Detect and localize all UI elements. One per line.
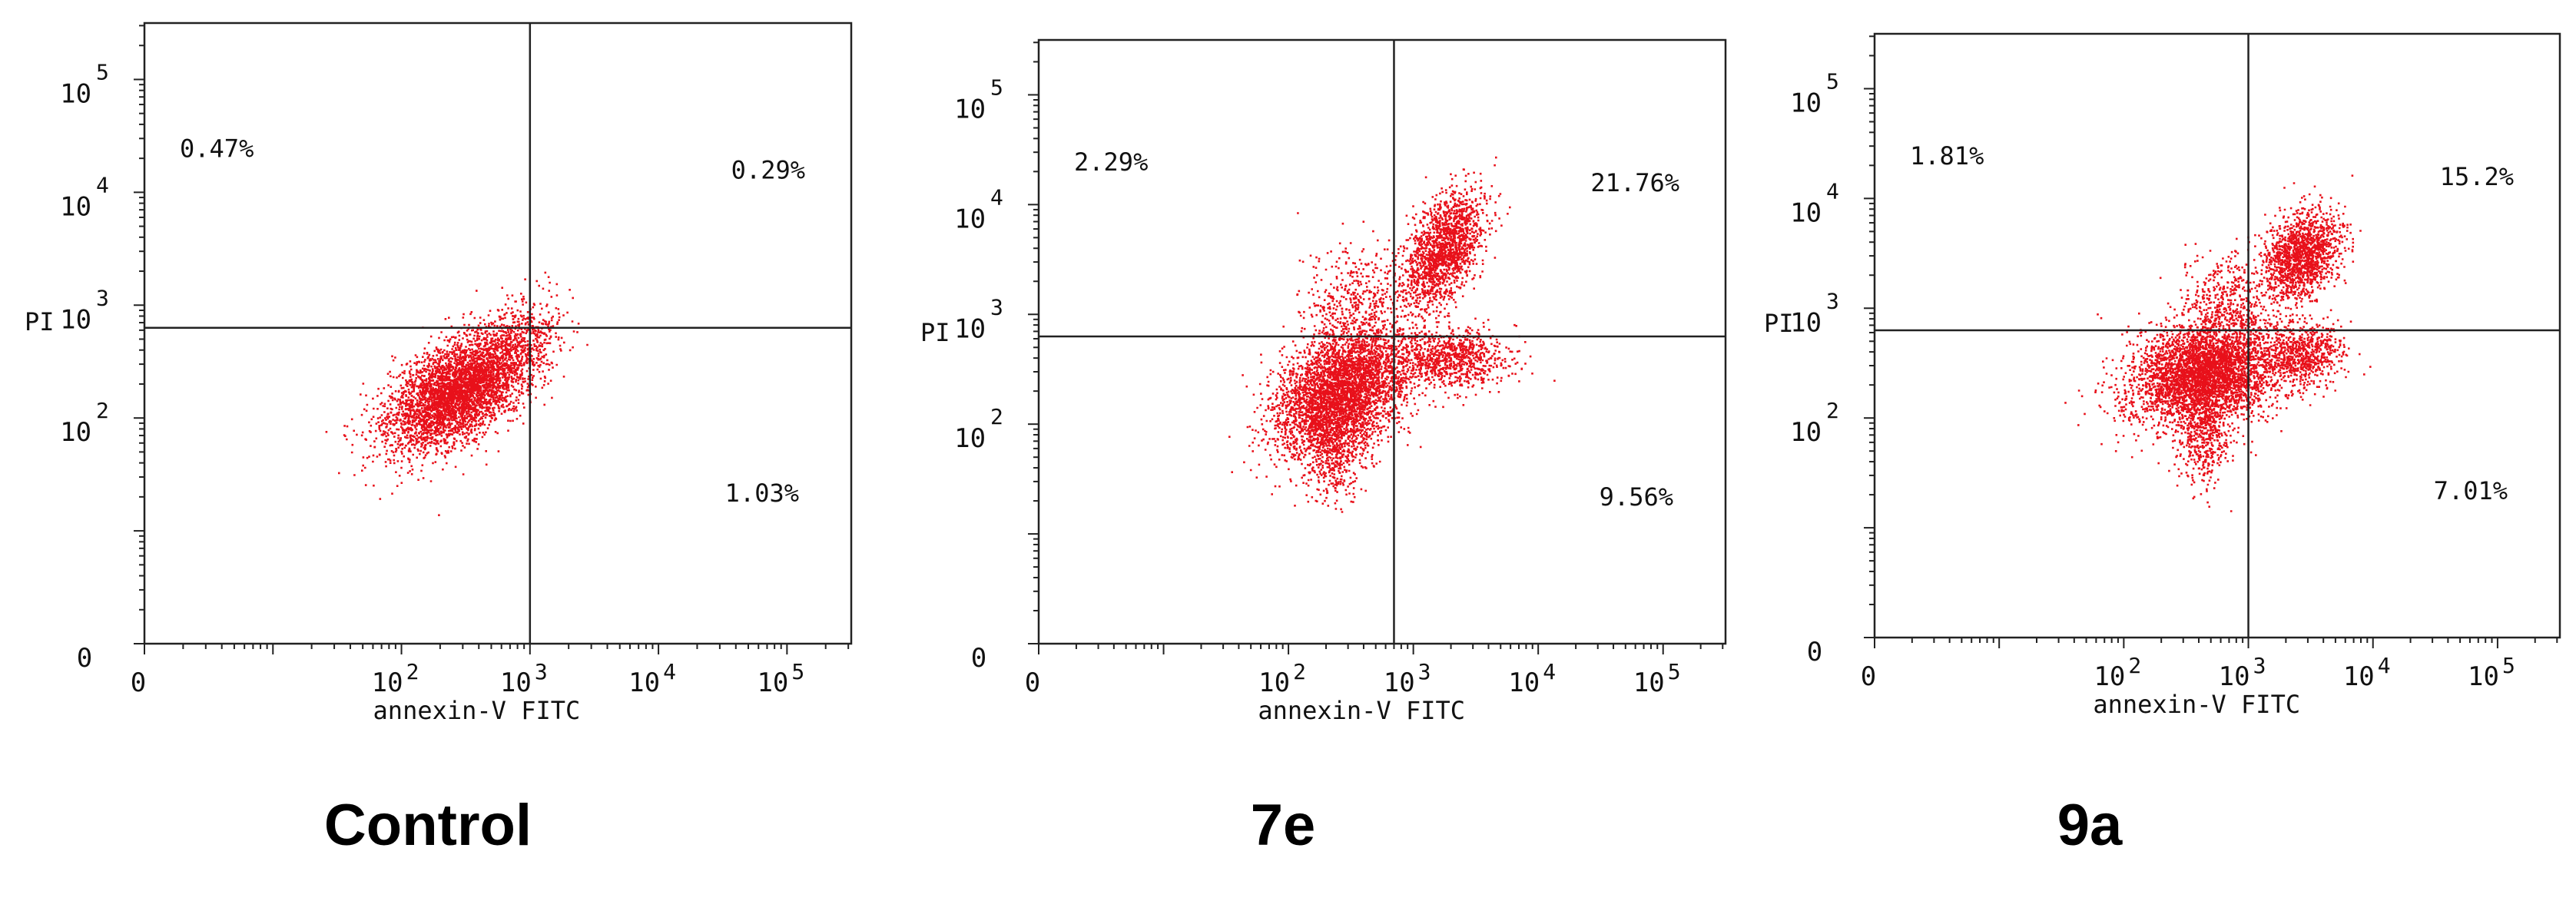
y-axis-label: PI (920, 318, 950, 347)
y-tick-label: 105 (1790, 68, 1839, 118)
panel-0: 0 10 2 10 3 10 4 10 5 0 102 103 104 105 annexin-V FITC… (25, 22, 853, 858)
event-dots (2064, 174, 2372, 512)
quadrant-upper-right-value: 15.2% (2440, 162, 2514, 191)
quadrant-upper-right-value: 0.29% (731, 155, 805, 184)
x-tick-label: 0 (131, 668, 146, 698)
event-dots (1228, 156, 1556, 513)
population-0 (325, 303, 579, 516)
y-tick-label: 103 (954, 294, 1003, 344)
x-tick-label: 10 5 (757, 659, 804, 698)
population-0 (2064, 280, 2372, 465)
quadrant-lower-right-value: 1.03% (725, 479, 799, 508)
x-tick-label: 10 4 (2343, 653, 2391, 692)
quadrant-upper-left-value: 0.47% (180, 134, 254, 164)
x-tick-label: 10 3 (2219, 653, 2266, 692)
y-tick-label: 104 (954, 184, 1003, 234)
quadrant-upper-right-value: 21.76% (1590, 168, 1679, 197)
quadrant-lower-right-value: 7.01% (2434, 476, 2508, 505)
panel-2: 0 10 2 10 3 10 4 10 5 0 102 103 104 105 annexin-V FITC… (1764, 32, 2561, 858)
x-axis-label: annexin-V FITC (2093, 690, 2300, 719)
population-1 (1290, 343, 1383, 513)
x-tick-label: 10 3 (1384, 659, 1431, 698)
x-tick-label: 10 5 (2468, 653, 2515, 692)
y-axis-label: PI (1764, 309, 1794, 338)
plot-frame (143, 22, 853, 645)
x-tick-label: 10 5 (1633, 659, 1681, 698)
y-tick-label: 105 (954, 75, 1003, 124)
y-tick-label: 103 (1790, 288, 1839, 338)
plot-frame (1037, 38, 1727, 645)
y-tick-label: 104 (1790, 178, 1839, 228)
y-tick-label: 0 (77, 643, 92, 674)
x-tick-label: 0 (1025, 668, 1040, 698)
y-tick-label: 0 (971, 643, 986, 674)
y-tick-label: 105 (60, 59, 109, 109)
x-tick-label: 10 2 (2094, 653, 2141, 692)
quadrant-lower-right-value: 9.56% (1600, 482, 1673, 512)
y-axis-label: PI (25, 307, 55, 336)
plot-frame (1873, 32, 2561, 639)
panel-label: 7e (1251, 793, 1316, 858)
x-tick-label: 10 4 (628, 659, 676, 698)
panel-label: Control (324, 793, 532, 858)
x-tick-label: 0 (1861, 661, 1876, 692)
x-tick-label: 10 3 (500, 659, 548, 698)
y-tick-label: 102 (954, 404, 1003, 454)
x-tick-label: 10 2 (1258, 659, 1306, 698)
x-tick-label: 10 2 (372, 659, 419, 698)
axis-ticks (1028, 41, 1724, 654)
x-tick-label: 10 4 (1508, 659, 1556, 698)
quadrant-upper-left-value: 1.81% (1910, 141, 1984, 171)
population-2 (1373, 156, 1511, 349)
y-tick-label: 103 (60, 285, 109, 335)
population-3 (2244, 305, 2365, 399)
x-axis-label: annexin-V FITC (373, 696, 581, 725)
y-tick-label: 104 (60, 172, 109, 222)
x-axis-label: annexin-V FITC (1258, 696, 1465, 725)
panel-1: 0 10 2 10 3 10 4 10 5 0 102 103 104 105 annexin-V FITC… (920, 38, 1727, 858)
quadrant-upper-left-value: 2.29% (1074, 147, 1148, 177)
y-tick-label: 102 (1790, 398, 1839, 448)
y-tick-label: 0 (1807, 637, 1822, 668)
population-0 (1228, 282, 1478, 503)
axis-ticks (134, 25, 850, 654)
event-dots (325, 271, 588, 516)
population-2 (2237, 174, 2362, 324)
panel-label: 9a (2057, 793, 2123, 858)
axis-ticks (1864, 35, 2558, 648)
y-tick-label: 102 (60, 398, 109, 448)
